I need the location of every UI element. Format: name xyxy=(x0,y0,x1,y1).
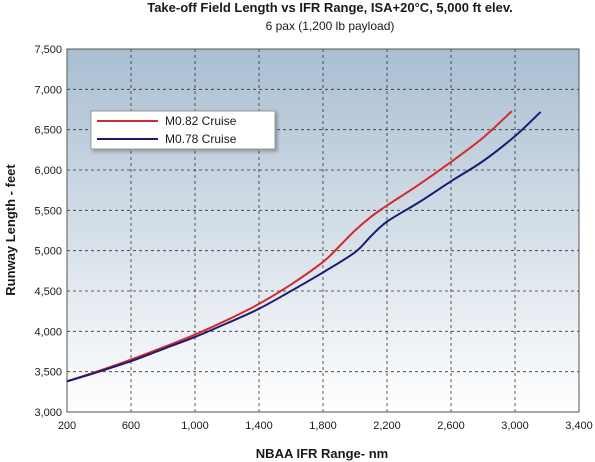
legend-label-m078: M0.78 Cruise xyxy=(165,132,237,146)
y-tick-label: 4,500 xyxy=(34,286,62,298)
y-tick-label: 7,000 xyxy=(34,84,62,96)
y-tick-label: 6,000 xyxy=(34,165,62,177)
x-tick-label: 3,000 xyxy=(501,420,529,432)
y-tick-label: 6,500 xyxy=(34,125,62,137)
x-tick-label: 2,200 xyxy=(373,420,401,432)
plot-frame xyxy=(66,48,580,413)
x-tick-label: 3,400 xyxy=(565,420,593,432)
x-tick-label: 1,400 xyxy=(245,420,273,432)
tick-labels: 200 600 1,000 1,400 1,800 2,200 2,600 3,000 3,40… xyxy=(34,44,592,432)
chart-title: Take-off Field Length vs IFR Range, ISA+… xyxy=(147,0,513,15)
y-tick-label: 7,500 xyxy=(34,44,62,56)
y-tick-label: 4,000 xyxy=(34,326,62,338)
chart-subtitle: 6 pax (1,200 lb payload) xyxy=(266,19,395,33)
y-tick-label: 5,000 xyxy=(34,246,62,258)
legend-box xyxy=(90,110,276,150)
x-tick-label: 1,800 xyxy=(309,420,337,432)
grid xyxy=(67,49,579,412)
y-tick-label: 3,000 xyxy=(34,407,62,419)
y-tick-label: 3,500 xyxy=(34,367,62,379)
legend-label-m082: M0.82 Cruise xyxy=(165,114,237,128)
series-line-m082 xyxy=(66,110,513,383)
y-axis-label: Runway Length - feet xyxy=(3,164,18,296)
x-tick-label: 2,600 xyxy=(437,420,465,432)
x-tick-label: 600 xyxy=(122,420,140,432)
y-tick-label: 5,500 xyxy=(34,205,62,217)
legend: M0.82 Cruise M0.78 Cruise xyxy=(90,110,276,150)
x-tick-label: 200 xyxy=(58,420,76,432)
x-tick-label: 1,000 xyxy=(181,420,209,432)
series-line-m078 xyxy=(66,111,542,383)
series-group xyxy=(66,110,542,383)
x-axis-label: NBAA IFR Range- nm xyxy=(256,446,388,461)
